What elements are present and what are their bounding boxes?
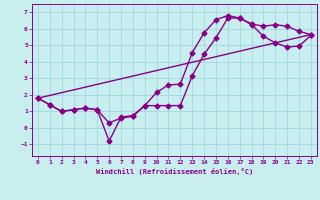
X-axis label: Windchill (Refroidissement éolien,°C): Windchill (Refroidissement éolien,°C) <box>96 168 253 175</box>
